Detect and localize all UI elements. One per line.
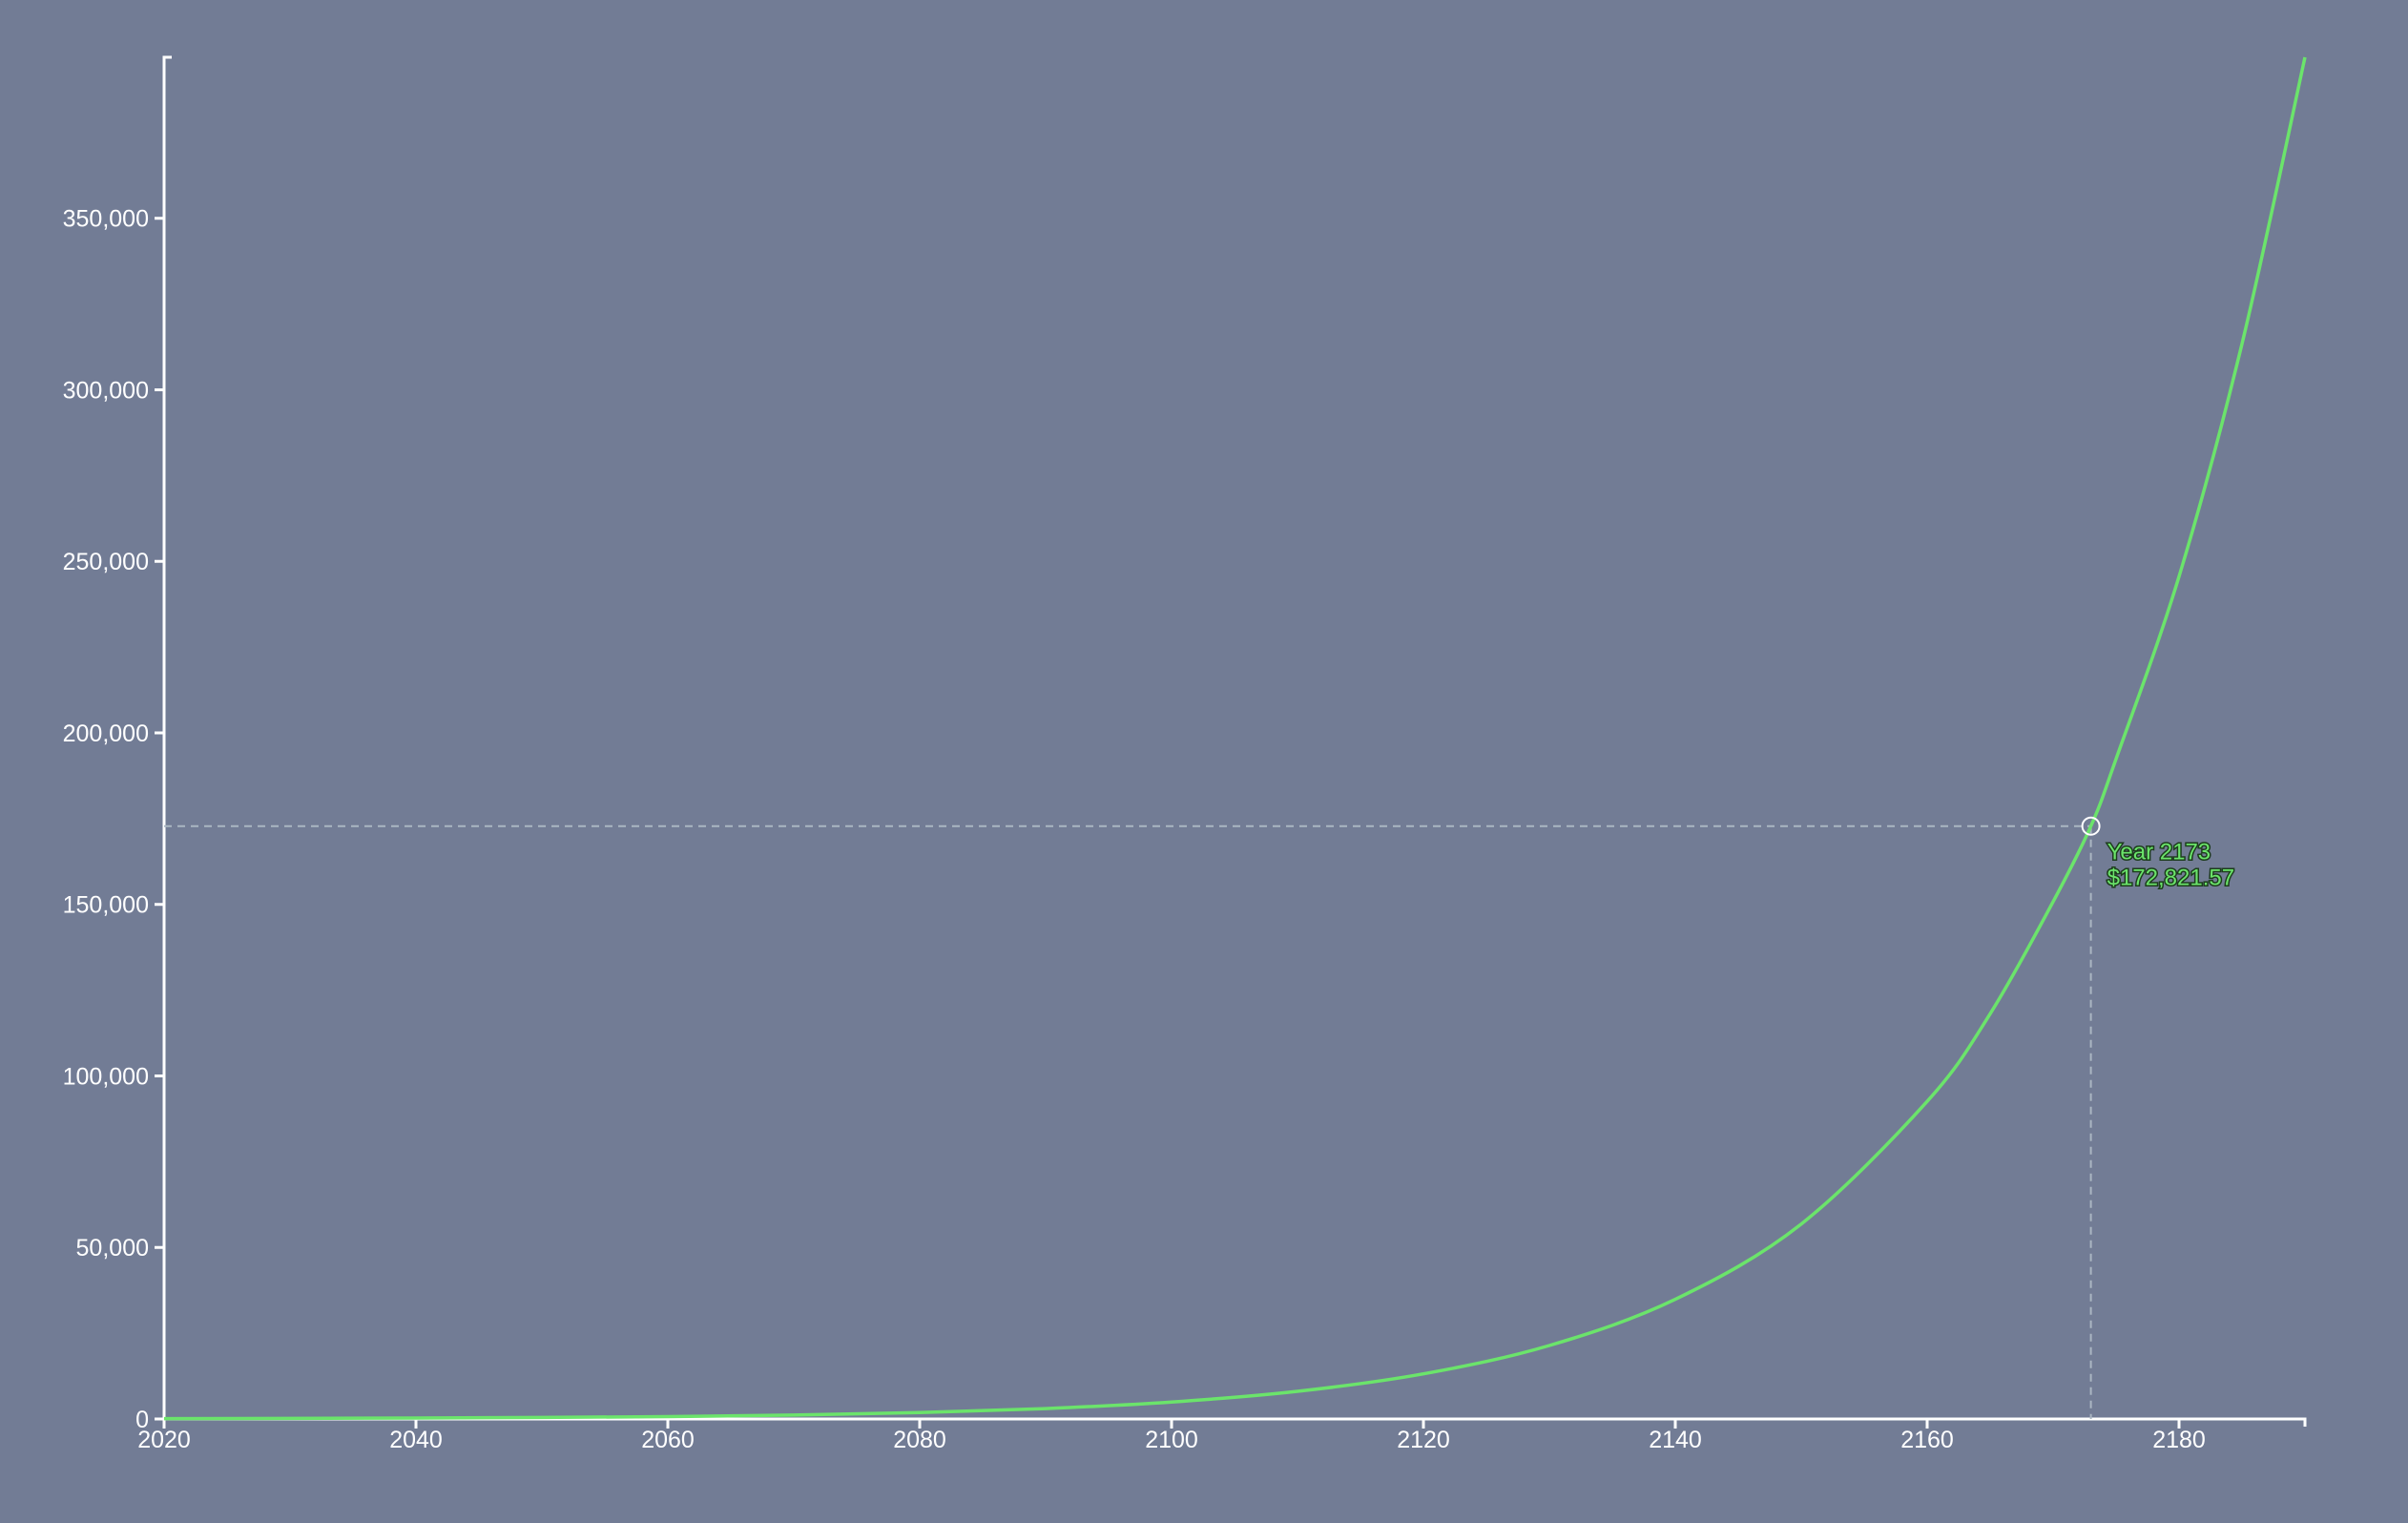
y-tick-label: 100,000 (63, 1063, 149, 1090)
y-tick-label: 50,000 (76, 1235, 149, 1262)
x-tick-label: 2040 (389, 1427, 443, 1453)
y-tick-label: 0 (135, 1407, 149, 1433)
y-axis: 0 50,000 100,000 150,000 200,000 250,000 300,0… (63, 55, 172, 1433)
y-tick-label: 350,000 (63, 206, 149, 233)
x-tick-label: 2180 (2152, 1427, 2206, 1453)
hover-point (2081, 816, 2101, 836)
series-line (163, 56, 2307, 1421)
y-axis-line (162, 55, 172, 1419)
y-tick-label: 250,000 (63, 549, 149, 575)
tooltip-value-label: $172,821.57 (2107, 866, 2234, 891)
x-tick-label: 2120 (1397, 1427, 1450, 1453)
hover-tooltip: Year 2173 $172,821.57 (2081, 816, 2236, 892)
y-tick-label: 300,000 (63, 377, 149, 404)
plot-series (163, 56, 2307, 1421)
hover-crosshair (164, 824, 2092, 1419)
tooltip-year-label: Year 2173 (2107, 840, 2211, 866)
y-tick-label: 150,000 (63, 892, 149, 919)
x-tick-label: 2140 (1649, 1427, 1702, 1453)
x-tick-label: 2100 (1145, 1427, 1198, 1453)
x-axis: 2020 2040 2060 2080 2100 2120 2140 2160 2180 (137, 1417, 2307, 1453)
x-tick-label: 2080 (893, 1427, 946, 1453)
x-tick-label: 2020 (137, 1427, 191, 1453)
x-tick-label: 2060 (641, 1427, 695, 1453)
x-tick-label: 2160 (1900, 1427, 1954, 1453)
y-tick-label: 200,000 (63, 720, 149, 747)
